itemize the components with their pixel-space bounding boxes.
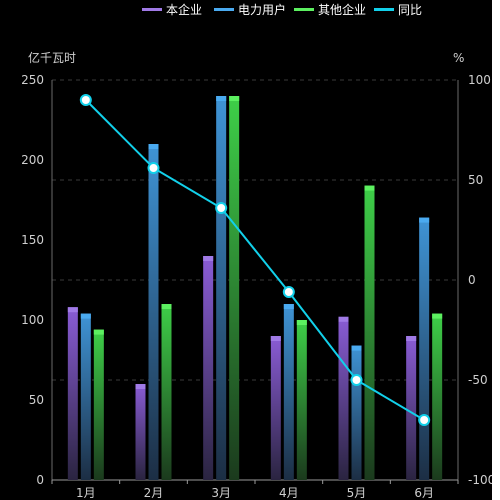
y-right-tick-label: -100 (468, 473, 495, 487)
yoy-point (282, 286, 295, 298)
bar-cap (229, 96, 240, 101)
legend-label: 本企业 (166, 2, 202, 17)
bar (338, 316, 349, 480)
yoy-line-path (85, 99, 425, 421)
y-left-tick-label: 0 (36, 473, 44, 487)
bar-cap (338, 316, 349, 322)
legend-label: 其他企业 (318, 2, 366, 17)
x-tick-label: 1月 (76, 486, 96, 500)
legend-swatch (294, 8, 314, 11)
bar-cap (216, 96, 227, 101)
y-right-tick-label: 100 (468, 73, 491, 87)
yoy-point (215, 202, 228, 214)
y-left-tick-label: 250 (21, 73, 44, 87)
bar-cap (80, 313, 91, 319)
y-left-axis-label: 亿千瓦时 (28, 50, 76, 65)
bar (93, 329, 104, 480)
bar-cap (283, 304, 294, 309)
legend-swatch (374, 8, 394, 11)
bar-cap (419, 217, 430, 223)
x-tick-label: 5月 (347, 486, 367, 500)
bar-cap (270, 336, 281, 341)
legend-label: 电力用户 (238, 2, 286, 17)
y-left-tick-label: 100 (21, 313, 44, 327)
bar (283, 304, 294, 480)
y-left-tick-label: 50 (29, 393, 44, 407)
bar (80, 313, 91, 480)
legend-swatch (142, 8, 162, 11)
x-tick-label: 4月 (279, 486, 299, 500)
yoy-line (79, 94, 431, 426)
yoy-point (79, 94, 92, 106)
yoy-point (350, 374, 363, 386)
gridlines (52, 79, 458, 381)
legend-label: 同比 (398, 3, 422, 17)
axes (51, 80, 459, 484)
bar-cap (148, 144, 159, 149)
y-right-axis-label: % (453, 51, 464, 65)
y-left-tick-label: 150 (21, 233, 44, 247)
x-tick-label: 6月 (414, 486, 434, 500)
bar (406, 336, 417, 480)
bar-cap (406, 336, 417, 341)
yoy-point (418, 414, 431, 426)
bar (135, 384, 146, 480)
bar-cap (296, 320, 307, 325)
bar (270, 336, 281, 480)
bar-cap (161, 304, 172, 309)
bar (229, 96, 240, 480)
bar (67, 307, 78, 480)
bar (419, 217, 430, 480)
bar (161, 304, 172, 480)
y-right-tick-label: 50 (468, 173, 483, 187)
bar (296, 320, 307, 480)
bar-cap (432, 313, 443, 319)
bar (216, 96, 227, 480)
bar-cap (203, 256, 214, 261)
bar-cap (135, 384, 146, 389)
tick-labels: 0 50 100 150 200 250 -100 -50 0 50 100 1月 2月 3月 4月 5月 6月 (21, 73, 495, 500)
y-right-tick-label: 0 (468, 273, 476, 287)
x-tick-label: 2月 (144, 486, 164, 500)
legend-swatch (214, 8, 234, 11)
bar (364, 185, 375, 480)
x-tick-label: 3月 (211, 486, 231, 500)
y-right-tick-label: -50 (468, 373, 488, 387)
bars (67, 96, 443, 480)
bar (351, 345, 362, 480)
bar (148, 144, 159, 480)
bar-cap (93, 329, 104, 335)
bar-cap (67, 307, 78, 313)
yoy-point (147, 162, 160, 174)
bar-cap (364, 185, 375, 191)
bar (203, 256, 214, 480)
y-left-tick-label: 200 (21, 153, 44, 167)
legend: 本企业 电力用户 其他企业 同比 (142, 2, 422, 17)
bar-cap (351, 345, 362, 351)
bar (432, 313, 443, 480)
